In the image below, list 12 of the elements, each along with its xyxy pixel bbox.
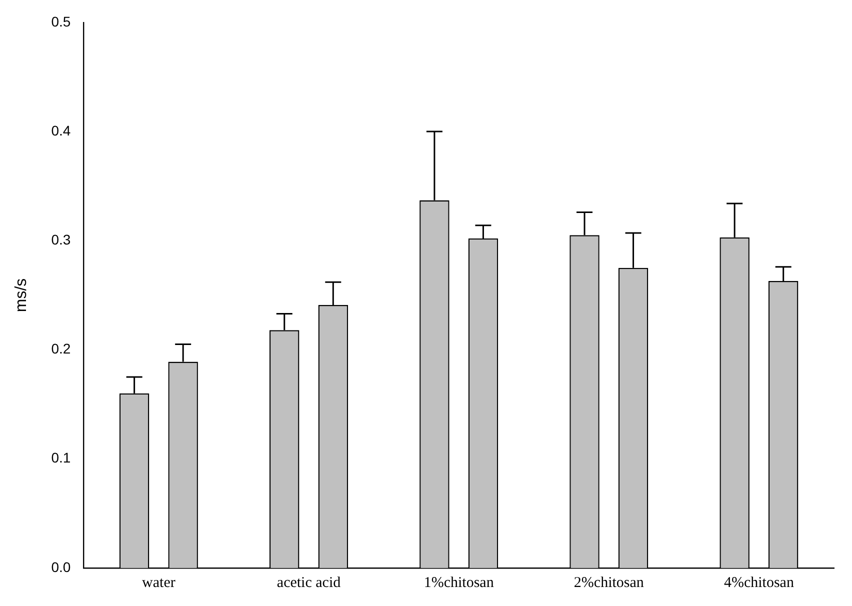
y-tick-label: 0.4 <box>51 122 71 138</box>
x-tick-label: 1%chitosan <box>424 574 494 591</box>
x-tick-label: acetic acid <box>276 574 342 591</box>
y-tick-label: 0.1 <box>51 450 71 466</box>
y-tick-label: 0.3 <box>51 232 71 248</box>
y-tick-label: 0.5 <box>51 13 71 30</box>
y-axis-title: ms/s <box>13 278 30 312</box>
x-tick-label: water <box>142 574 176 591</box>
y-tick-label: 0.2 <box>51 340 71 357</box>
y-tick-label: 0.0 <box>51 558 71 575</box>
x-tick-label: 2%chitosan <box>574 574 644 591</box>
x-tick-label: 4%chitosan <box>724 574 794 591</box>
